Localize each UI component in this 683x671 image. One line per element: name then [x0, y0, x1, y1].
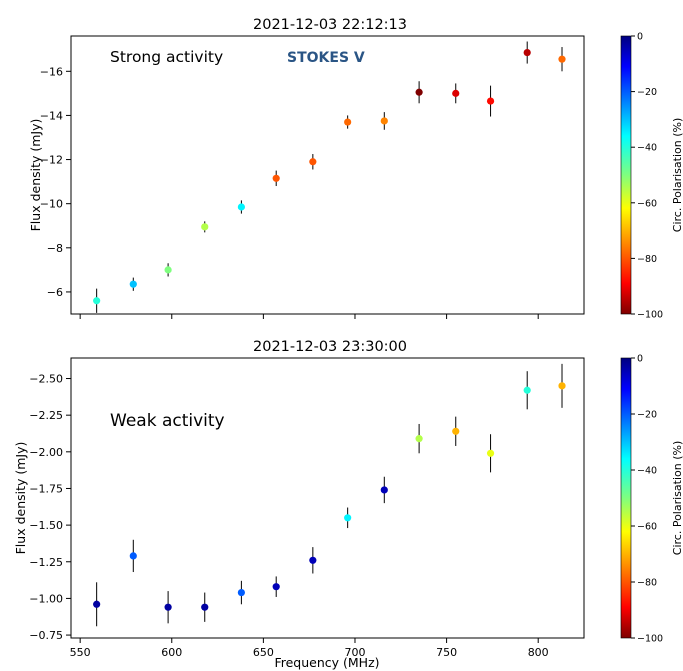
data-point [129, 280, 137, 288]
colorbar-tick-label: −20 [637, 87, 657, 98]
y-tick-label: −1.25 [29, 556, 63, 569]
plot-frame [70, 357, 585, 639]
data-point [523, 48, 531, 57]
x-tick-label: 800 [528, 646, 549, 659]
colorbar-title: Circ. Polarisation (%) [671, 441, 683, 555]
panel-title: 2021-12-03 22:12:13 [253, 17, 407, 33]
data-point [380, 117, 388, 125]
panel-weak-activity: 2021-12-03 23:30:00 Weak activity Flux d… [13, 339, 683, 670]
plot-frame [70, 35, 585, 315]
x-tick-label: 700 [344, 646, 365, 659]
x-tick-label: 550 [70, 646, 91, 659]
colorbar-gradient [620, 35, 632, 315]
data-point [344, 514, 352, 522]
data-point [164, 266, 172, 274]
colorbar-title: Circ. Polarisation (%) [671, 118, 683, 232]
data-point [93, 297, 101, 305]
data-point [164, 603, 172, 611]
y-tick-label: −14 [40, 109, 63, 122]
data-point [415, 88, 423, 96]
annotation-weak-activity: Weak activity [110, 411, 225, 431]
data-point [272, 174, 280, 182]
x-tick-label: 750 [436, 646, 457, 659]
data-point [486, 449, 495, 457]
y-tick-label: −2.00 [29, 446, 63, 459]
y-tick-label: −1.50 [29, 519, 63, 532]
x-tick-label: 650 [253, 646, 274, 659]
data-point [380, 486, 388, 494]
y-tick-label: −12 [40, 154, 63, 167]
data-point [129, 552, 137, 560]
y-tick-label: −10 [40, 198, 63, 211]
y-tick-label: −0.75 [29, 629, 63, 642]
y-tick-label: −8 [47, 242, 63, 255]
colorbar-tick-label: −60 [637, 522, 657, 533]
x-tick-label: 600 [161, 646, 182, 659]
colorbar-tick-label: −60 [637, 198, 657, 209]
colorbar-tick-label: −40 [637, 143, 657, 154]
colorbar-gradient [620, 357, 632, 639]
colorbar-tick-label: 0 [637, 32, 643, 43]
colorbar-tick-label: −80 [637, 254, 657, 265]
x-axis-title: Frequency (MHz) [274, 655, 379, 670]
colorbar-tick-label: −100 [637, 634, 663, 645]
colorbar-tick-label: −80 [637, 578, 657, 589]
y-tick-label: −1.00 [29, 592, 63, 605]
y-tick-label: −1.75 [29, 482, 63, 495]
data-point [237, 588, 245, 597]
data-point [93, 600, 101, 608]
data-point [272, 583, 280, 591]
data-point [558, 55, 566, 63]
colorbar: 0 −20 −40 −60 −80 −100 Circ. Polarisation (%) [620, 354, 683, 645]
data-point [523, 386, 531, 394]
annotation-strong-activity: Strong activity [110, 48, 223, 66]
colorbar-tick-label: −20 [637, 410, 657, 421]
y-tick-label: −16 [40, 65, 63, 78]
data-point [237, 203, 245, 211]
data-point [558, 382, 566, 390]
data-point [201, 603, 209, 611]
data-point [415, 435, 423, 443]
y-tick-label: −2.25 [29, 409, 63, 422]
data-point [452, 427, 460, 435]
data-point [452, 89, 460, 97]
data-point [309, 158, 317, 166]
data-point [201, 223, 209, 231]
y-tick-label: −6 [47, 286, 63, 299]
colorbar-tick-label: 0 [637, 354, 643, 365]
colorbar-tick-label: −100 [637, 310, 663, 321]
panel-title: 2021-12-03 23:30:00 [253, 339, 407, 355]
y-axis-title: Flux density (mJy) [13, 442, 28, 555]
y-tick-label: −2.50 [29, 373, 63, 386]
panel-strong-activity: 2021-12-03 22:12:13 Strong activity STOK… [28, 17, 683, 321]
data-point [344, 118, 352, 126]
colorbar-tick-label: −40 [637, 466, 657, 477]
colorbar: 0 −20 −40 −60 −80 −100 Circ. Polarisation (%) [620, 32, 683, 321]
data-point [486, 97, 495, 105]
data-point [309, 556, 317, 564]
y-axis-title: Flux density (mJy) [28, 119, 43, 232]
annotation-stokes-v: STOKES V [287, 50, 365, 66]
